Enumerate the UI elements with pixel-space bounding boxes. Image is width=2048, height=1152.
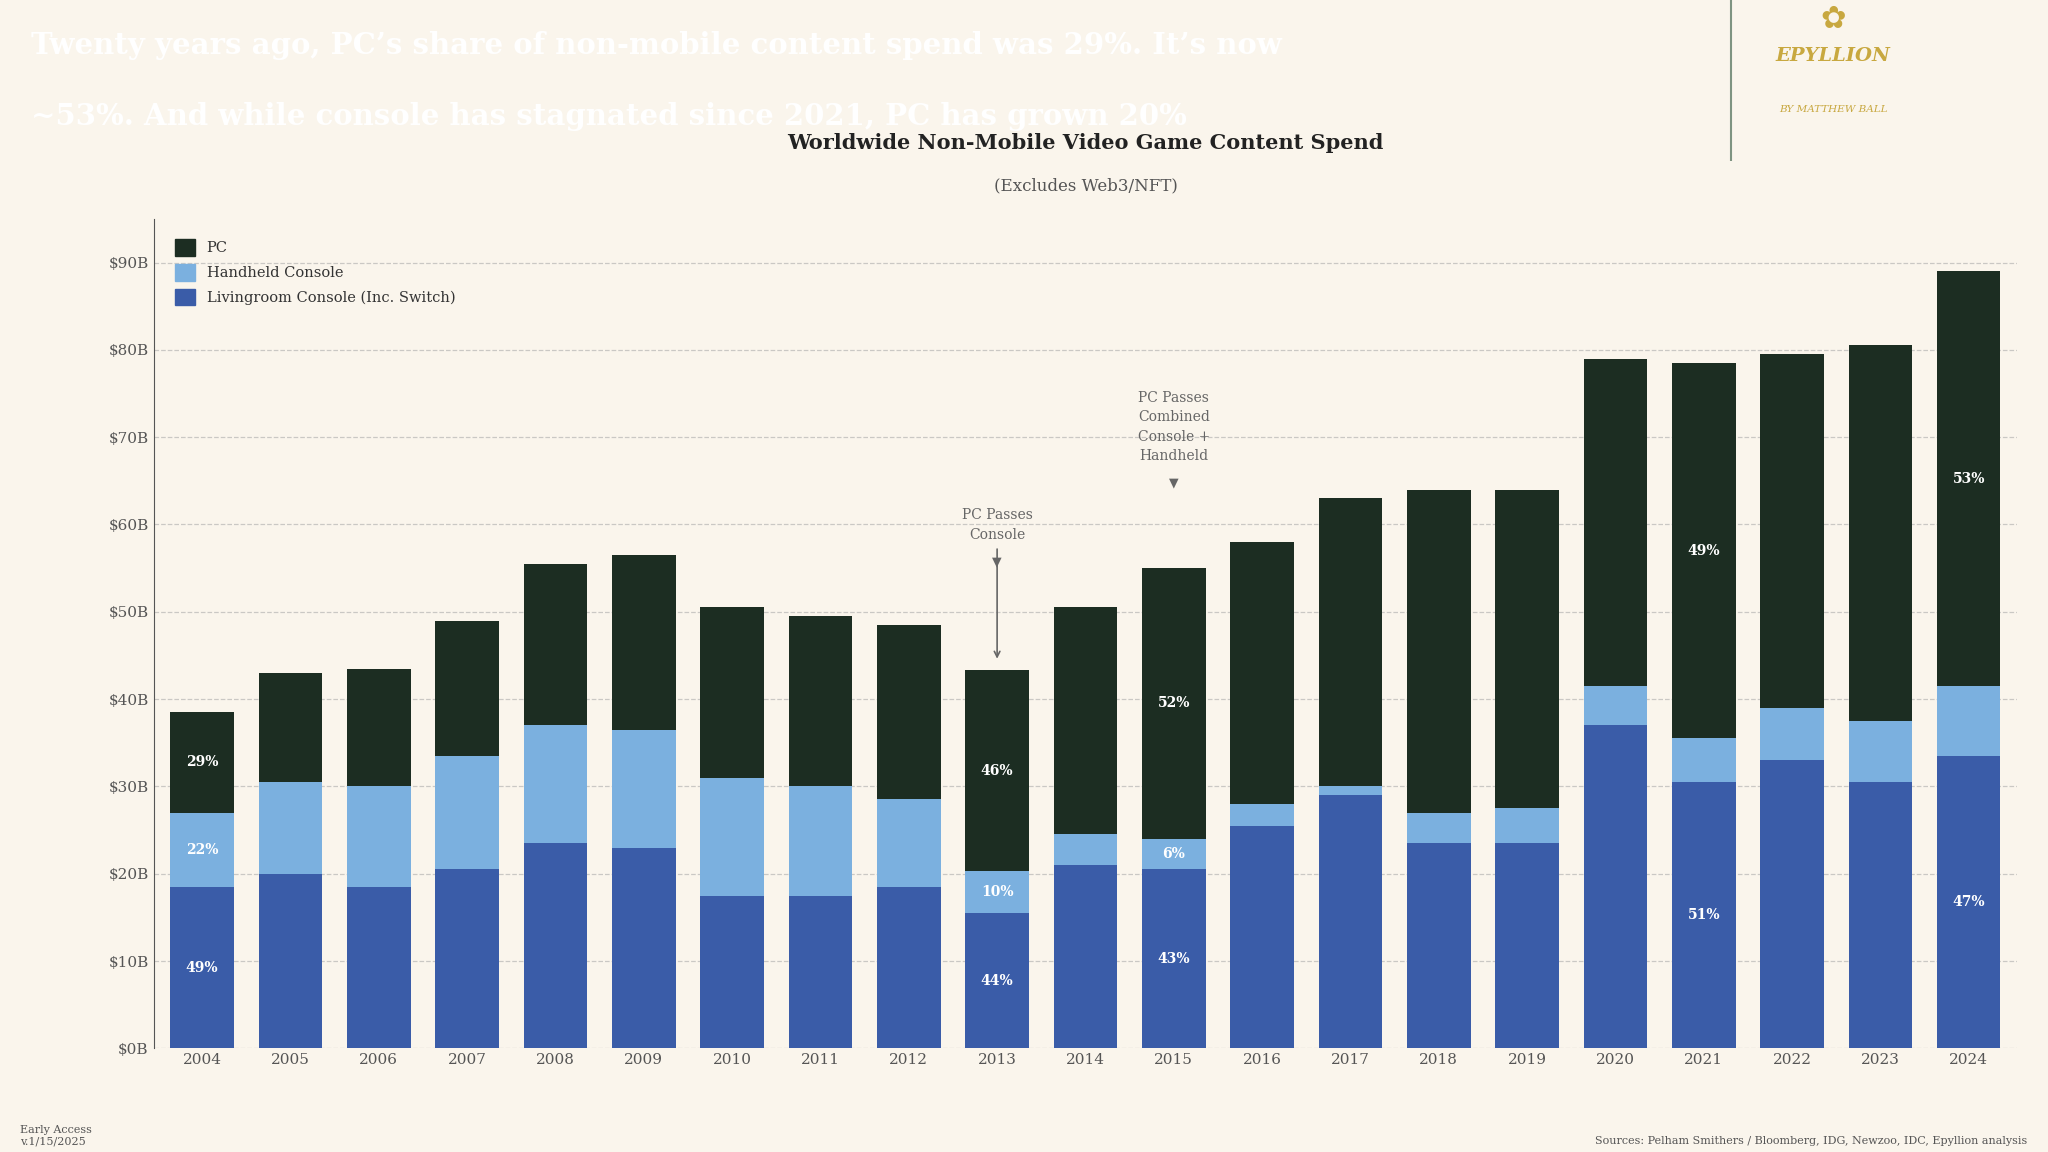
Text: 51%: 51% [1688, 908, 1720, 922]
Text: 49%: 49% [1688, 544, 1720, 558]
Bar [170, 812, 233, 887]
Bar [436, 621, 500, 756]
Text: EPYLLION: EPYLLION [1776, 47, 1890, 66]
Bar [1231, 826, 1294, 1048]
Text: 44%: 44% [981, 973, 1014, 987]
Text: BY MATTHEW BALL: BY MATTHEW BALL [1780, 105, 1886, 114]
Bar [1319, 795, 1382, 1048]
Bar [258, 673, 322, 782]
Bar [612, 729, 676, 848]
Bar [1495, 843, 1559, 1048]
Bar [258, 782, 322, 873]
Text: Sources: Pelham Smithers / Bloomberg, IDG, Newzoo, IDC, Epyllion analysis: Sources: Pelham Smithers / Bloomberg, ID… [1595, 1136, 2028, 1146]
Bar [1495, 809, 1559, 843]
Bar [1759, 760, 1825, 1048]
Text: (Excludes Web3/NFT): (Excludes Web3/NFT) [993, 177, 1178, 194]
Text: 29%: 29% [186, 756, 219, 770]
Bar [1937, 756, 2001, 1048]
Bar [1849, 346, 1913, 721]
Text: 53%: 53% [1952, 471, 1985, 486]
Bar [788, 787, 852, 895]
Text: 49%: 49% [186, 961, 219, 975]
Text: 52%: 52% [1157, 697, 1190, 711]
Text: 47%: 47% [1952, 895, 1985, 909]
Text: ▼: ▼ [993, 555, 1001, 568]
Bar [1407, 490, 1470, 812]
Bar [1583, 685, 1647, 726]
Text: 43%: 43% [1157, 952, 1190, 965]
Bar [1143, 870, 1206, 1048]
Bar [524, 726, 588, 843]
Bar [1053, 834, 1118, 865]
Bar [346, 668, 412, 787]
Bar [436, 756, 500, 870]
Text: ▼: ▼ [1169, 477, 1178, 490]
Bar [1407, 843, 1470, 1048]
Bar [1849, 782, 1913, 1048]
Bar [700, 607, 764, 778]
Bar [1319, 787, 1382, 795]
Legend: PC, Handheld Console, Livingroom Console (Inc. Switch): PC, Handheld Console, Livingroom Console… [170, 235, 459, 310]
Bar [1849, 721, 1913, 782]
Bar [612, 555, 676, 729]
Bar [700, 895, 764, 1048]
Bar [1143, 839, 1206, 870]
Bar [612, 848, 676, 1048]
Text: PC Passes
Combined
Console +
Handheld: PC Passes Combined Console + Handheld [1137, 391, 1210, 463]
Bar [1583, 358, 1647, 685]
Bar [1143, 568, 1206, 839]
Text: Early Access
v.1/15/2025: Early Access v.1/15/2025 [20, 1124, 92, 1146]
Text: 22%: 22% [186, 843, 219, 857]
Bar [700, 778, 764, 895]
Bar [788, 616, 852, 787]
Text: 6%: 6% [1163, 847, 1186, 861]
Text: ✿: ✿ [1821, 5, 1845, 33]
Bar [1053, 865, 1118, 1048]
Bar [877, 624, 940, 799]
Text: ~53%. And while console has stagnated since 2021, PC has grown 20%: ~53%. And while console has stagnated si… [31, 101, 1186, 130]
Text: PC Passes
Console: PC Passes Console [963, 508, 1032, 541]
Text: Worldwide Non-Mobile Video Game Content Spend: Worldwide Non-Mobile Video Game Content … [786, 132, 1384, 152]
Bar [965, 914, 1028, 1048]
Bar [1231, 541, 1294, 804]
Bar [170, 712, 233, 812]
Bar [877, 799, 940, 887]
Text: 10%: 10% [981, 885, 1014, 899]
Text: 46%: 46% [981, 764, 1014, 778]
Bar [965, 670, 1028, 871]
Bar [1319, 499, 1382, 787]
Bar [1759, 707, 1825, 760]
Bar [1937, 685, 2001, 756]
Bar [1759, 354, 1825, 707]
Bar [1053, 607, 1118, 834]
Bar [346, 787, 412, 887]
Bar [877, 887, 940, 1048]
Bar [1671, 363, 1735, 738]
Bar [524, 563, 588, 726]
Bar [258, 873, 322, 1048]
Bar [1583, 726, 1647, 1048]
Bar [1671, 782, 1735, 1048]
Bar [788, 895, 852, 1048]
Bar [1495, 490, 1559, 809]
Bar [1407, 812, 1470, 843]
Bar [1937, 271, 2001, 685]
Bar [1231, 804, 1294, 826]
Bar [346, 887, 412, 1048]
Bar [524, 843, 588, 1048]
Bar [436, 870, 500, 1048]
Bar [965, 871, 1028, 914]
Bar [1671, 738, 1735, 782]
Bar [170, 887, 233, 1048]
Text: Twenty years ago, PC’s share of non-mobile content spend was 29%. It’s now: Twenty years ago, PC’s share of non-mobi… [31, 31, 1282, 60]
